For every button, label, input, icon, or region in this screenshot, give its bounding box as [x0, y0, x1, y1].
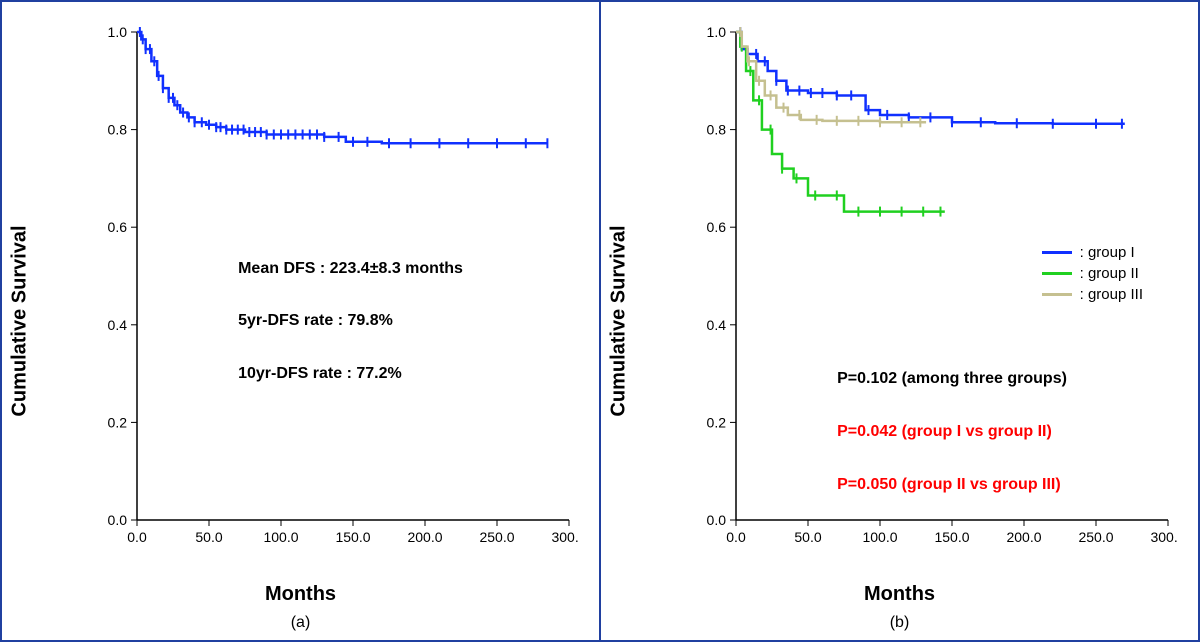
svg-text:0.4: 0.4	[108, 317, 128, 333]
svg-text:0.2: 0.2	[108, 414, 128, 430]
svg-text:0.6: 0.6	[707, 219, 727, 235]
panel-a-annotation: 10yr-DFS rate : 77.2%	[238, 365, 402, 383]
svg-text:0.6: 0.6	[108, 219, 128, 235]
panel-b-annotation: P=0.050 (group II vs group III)	[837, 476, 1061, 494]
panel-b-ylabel: Cumulative Survival	[608, 225, 631, 416]
legend-item: : group I	[1042, 244, 1143, 261]
svg-text:0.2: 0.2	[707, 414, 727, 430]
panel-a-annotation: Mean DFS : 223.4±8.3 months	[238, 260, 463, 278]
svg-text:250.0: 250.0	[479, 529, 514, 545]
legend-label: : group II	[1080, 265, 1139, 282]
panel-a: Cumulative Survival 0.0 50.0 100.0 150.0 200…	[2, 2, 599, 640]
panel-b-annotation: P=0.042 (group I vs group II)	[837, 423, 1052, 441]
panel-a-plot: 0.0 50.0 100.0 150.0 200.0 250.0 300.0 0.0 0.2 0.…	[92, 22, 579, 550]
svg-text:150.0: 150.0	[934, 529, 969, 545]
panel-b-legend: : group I : group II : group III	[1042, 244, 1143, 307]
svg-text:1.0: 1.0	[707, 24, 727, 40]
legend-label: : group III	[1080, 286, 1143, 303]
svg-text:200.0: 200.0	[1006, 529, 1041, 545]
svg-text:0.4: 0.4	[707, 317, 727, 333]
svg-text:0.0: 0.0	[127, 529, 147, 545]
svg-text:0.8: 0.8	[108, 122, 128, 138]
legend-label: : group I	[1080, 244, 1135, 261]
legend-item: : group II	[1042, 265, 1143, 282]
panels-row: Cumulative Survival 0.0 50.0 100.0 150.0 200…	[2, 2, 1198, 640]
svg-text:0.8: 0.8	[707, 122, 727, 138]
legend-swatch	[1042, 293, 1072, 296]
panel-b-plot: 0.0 50.0 100.0 150.0 200.0 250.0 300.0 0.0 0.2 0.…	[691, 22, 1178, 550]
legend-swatch	[1042, 272, 1072, 275]
panel-a-ylabel: Cumulative Survival	[9, 225, 32, 416]
svg-text:300.0: 300.0	[551, 529, 579, 545]
svg-text:100.0: 100.0	[862, 529, 897, 545]
panel-a-xlabel: Months	[265, 583, 336, 606]
figure-container: Cumulative Survival 0.0 50.0 100.0 150.0 200…	[0, 0, 1200, 642]
panel-a-svg: 0.0 50.0 100.0 150.0 200.0 250.0 300.0 0.0 0.2 0.…	[92, 22, 579, 550]
svg-text:50.0: 50.0	[794, 529, 821, 545]
legend-swatch	[1042, 251, 1072, 254]
panel-b: Cumulative Survival 0.0 50.0 100.0 150.0 200…	[601, 2, 1198, 640]
panel-a-caption: (a)	[2, 614, 599, 632]
svg-text:50.0: 50.0	[195, 529, 222, 545]
legend-item: : group III	[1042, 286, 1143, 303]
svg-text:0.0: 0.0	[108, 512, 128, 528]
svg-text:0.0: 0.0	[707, 512, 727, 528]
panel-b-xlabel: Months	[864, 583, 935, 606]
panel-b-annotation: P=0.102 (among three groups)	[837, 370, 1067, 388]
panel-b-caption: (b)	[601, 614, 1198, 632]
panel-a-annotation: 5yr-DFS rate : 79.8%	[238, 312, 393, 330]
svg-text:250.0: 250.0	[1078, 529, 1113, 545]
svg-text:1.0: 1.0	[108, 24, 128, 40]
svg-text:150.0: 150.0	[335, 529, 370, 545]
svg-text:100.0: 100.0	[263, 529, 298, 545]
svg-text:0.0: 0.0	[726, 529, 746, 545]
svg-text:300.0: 300.0	[1150, 529, 1178, 545]
svg-text:200.0: 200.0	[407, 529, 442, 545]
